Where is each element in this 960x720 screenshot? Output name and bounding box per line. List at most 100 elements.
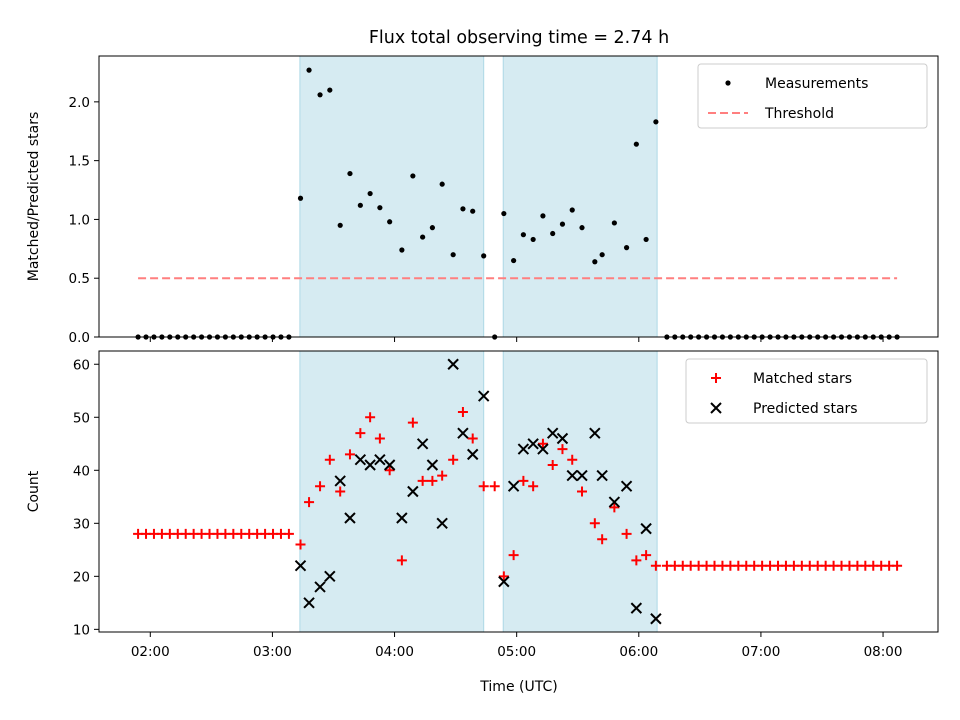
bottom-y-tick-label: 40 <box>73 463 90 479</box>
top-series-measurements-point <box>511 257 517 264</box>
bottom-series-predicted-stars-point <box>383 459 396 471</box>
bottom-series-predicted-stars-point <box>620 480 633 492</box>
top-series-measurements-point <box>439 181 445 187</box>
bottom-y-tick-label: 60 <box>73 357 90 373</box>
bottom-series-matched-stars-point <box>478 481 489 492</box>
bottom-legend-label: Predicted stars <box>753 401 858 417</box>
bottom-series-matched-stars-point <box>448 454 459 465</box>
top-y-tick-label: 0.5 <box>69 271 90 287</box>
bottom-series-predicted-stars-point <box>436 517 448 530</box>
bottom-series-predicted-stars-point <box>650 613 662 625</box>
x-tick-label: 03:00 <box>253 644 292 660</box>
bottom-series-predicted-stars-point <box>477 390 490 402</box>
bottom-series-matched-stars-point <box>407 417 418 428</box>
bottom-series-predicted-stars-point <box>537 443 549 455</box>
top-series-measurements-point <box>643 236 649 243</box>
bottom-series-matched-stars-point <box>417 475 428 486</box>
bottom-series-matched-stars-point <box>283 528 294 539</box>
top-series-measurements-point <box>530 236 536 243</box>
bottom-series-matched-stars-point <box>489 481 500 492</box>
bottom-series-predicted-stars-point <box>334 475 346 487</box>
bottom-series-predicted-stars-point <box>303 597 315 609</box>
top-series-measurements-point <box>420 234 426 240</box>
top-series-measurements-point <box>317 92 323 98</box>
bottom-series-predicted-stars-point <box>527 438 539 450</box>
x-tick-label: 02:00 <box>131 644 170 660</box>
bottom-legend-label: Matched stars <box>753 371 852 387</box>
top-legend-label: Measurements <box>765 76 868 92</box>
bottom-legend-box <box>685 358 928 424</box>
bottom-series-predicted-stars-point <box>324 570 336 583</box>
bottom-series-matched-stars-point <box>457 406 468 417</box>
bottom-y-tick-label: 10 <box>73 622 90 638</box>
bottom-series-matched-stars-point <box>892 560 903 571</box>
top-series-measurements-point <box>347 170 353 177</box>
bottom-series-matched-stars-point <box>344 449 355 460</box>
bottom-series-matched-stars-point <box>528 481 539 492</box>
top-y-tick-label: 1.5 <box>69 154 90 170</box>
top-y-tick-label: 0.0 <box>69 330 90 346</box>
bottom-series-predicted-stars-point <box>498 575 510 588</box>
bottom-axes-frame <box>98 350 939 633</box>
bottom-series-predicted-stars-point <box>630 602 643 614</box>
x-tick-label: 08:00 <box>864 644 903 660</box>
top-series-measurements-point <box>653 119 659 125</box>
bottom-series-predicted-stars-point <box>608 496 621 508</box>
bottom-series-predicted-stars-point <box>589 427 601 439</box>
bottom-series-matched-stars-point <box>324 454 335 465</box>
bottom-series-matched-stars-point <box>577 486 588 497</box>
bottom-series-predicted-stars-point <box>507 480 520 492</box>
top-series-measurements-point <box>481 253 487 259</box>
x-tick-label: 04:00 <box>375 644 414 660</box>
bottom-series-predicted-stars-point <box>396 512 408 524</box>
bottom-series-matched-stars-point <box>631 555 642 566</box>
bottom-legend: Matched stars Predicted stars <box>685 358 928 424</box>
bottom-series-matched-stars-point <box>384 465 395 476</box>
bottom-series-predicted-stars-point <box>294 560 307 572</box>
top-series-measurements-point <box>337 222 343 228</box>
bottom-series-predicted-stars-point <box>314 581 326 593</box>
top-series-measurements-point <box>599 252 605 258</box>
top-series-measurements-point <box>569 207 575 213</box>
top-series-measurements-point <box>399 247 405 253</box>
bottom-series-predicted-stars-point <box>576 469 588 482</box>
top-shaded-interval-0 <box>299 55 485 338</box>
top-axes-frame <box>98 55 939 338</box>
bottom-series-predicted-stars-point <box>457 427 469 439</box>
bottom-series-predicted-stars-point <box>354 453 367 466</box>
top-series-measurements-point <box>327 87 333 93</box>
bottom-series-predicted-stars-point <box>546 427 559 439</box>
top-series-measurements-point <box>633 141 639 147</box>
top-y-axis-label: Matched/Predicted stars <box>26 112 42 282</box>
bottom-series-predicted-stars-point <box>596 469 608 482</box>
bottom-series-matched-stars-point <box>537 438 548 449</box>
bottom-series-matched-stars-point <box>335 486 346 497</box>
bottom-series-matched-stars-point <box>641 550 652 561</box>
bottom-series-predicted-stars-point <box>566 469 578 482</box>
top-series-measurements-point <box>377 205 383 211</box>
x-tick-label: 07:00 <box>741 644 780 660</box>
bottom-y-tick-label: 30 <box>73 516 90 532</box>
top-series-measurements-point <box>520 232 526 238</box>
top-series-measurements-point <box>367 190 373 197</box>
bottom-series-matched-stars-point <box>609 502 620 513</box>
bottom-series-matched-stars-point <box>557 444 568 455</box>
bottom-series-predicted-stars-point <box>426 459 439 471</box>
top-series-measurements-point <box>410 173 416 179</box>
bottom-series-predicted-stars-point <box>640 522 652 535</box>
top-y-tick-label: 2.0 <box>69 95 90 111</box>
bottom-series-matched-stars-point <box>355 428 366 439</box>
bottom-series-predicted-stars-point <box>407 485 419 498</box>
bottom-series-matched-stars-point <box>518 475 529 486</box>
bottom-series-predicted-stars-point <box>416 438 429 450</box>
bottom-series-predicted-stars-point <box>556 432 569 445</box>
bottom-series-matched-stars-point <box>597 534 608 545</box>
top-shaded-interval-1 <box>502 55 658 338</box>
bottom-y-tick-label: 50 <box>73 410 90 426</box>
bottom-series-matched-stars-point <box>650 560 661 571</box>
top-series-measurements-point <box>540 213 546 219</box>
top-series-measurements-point <box>460 206 466 212</box>
top-y-tick-label: 1.0 <box>69 212 90 228</box>
bottom-series-matched-stars-point <box>508 550 519 561</box>
